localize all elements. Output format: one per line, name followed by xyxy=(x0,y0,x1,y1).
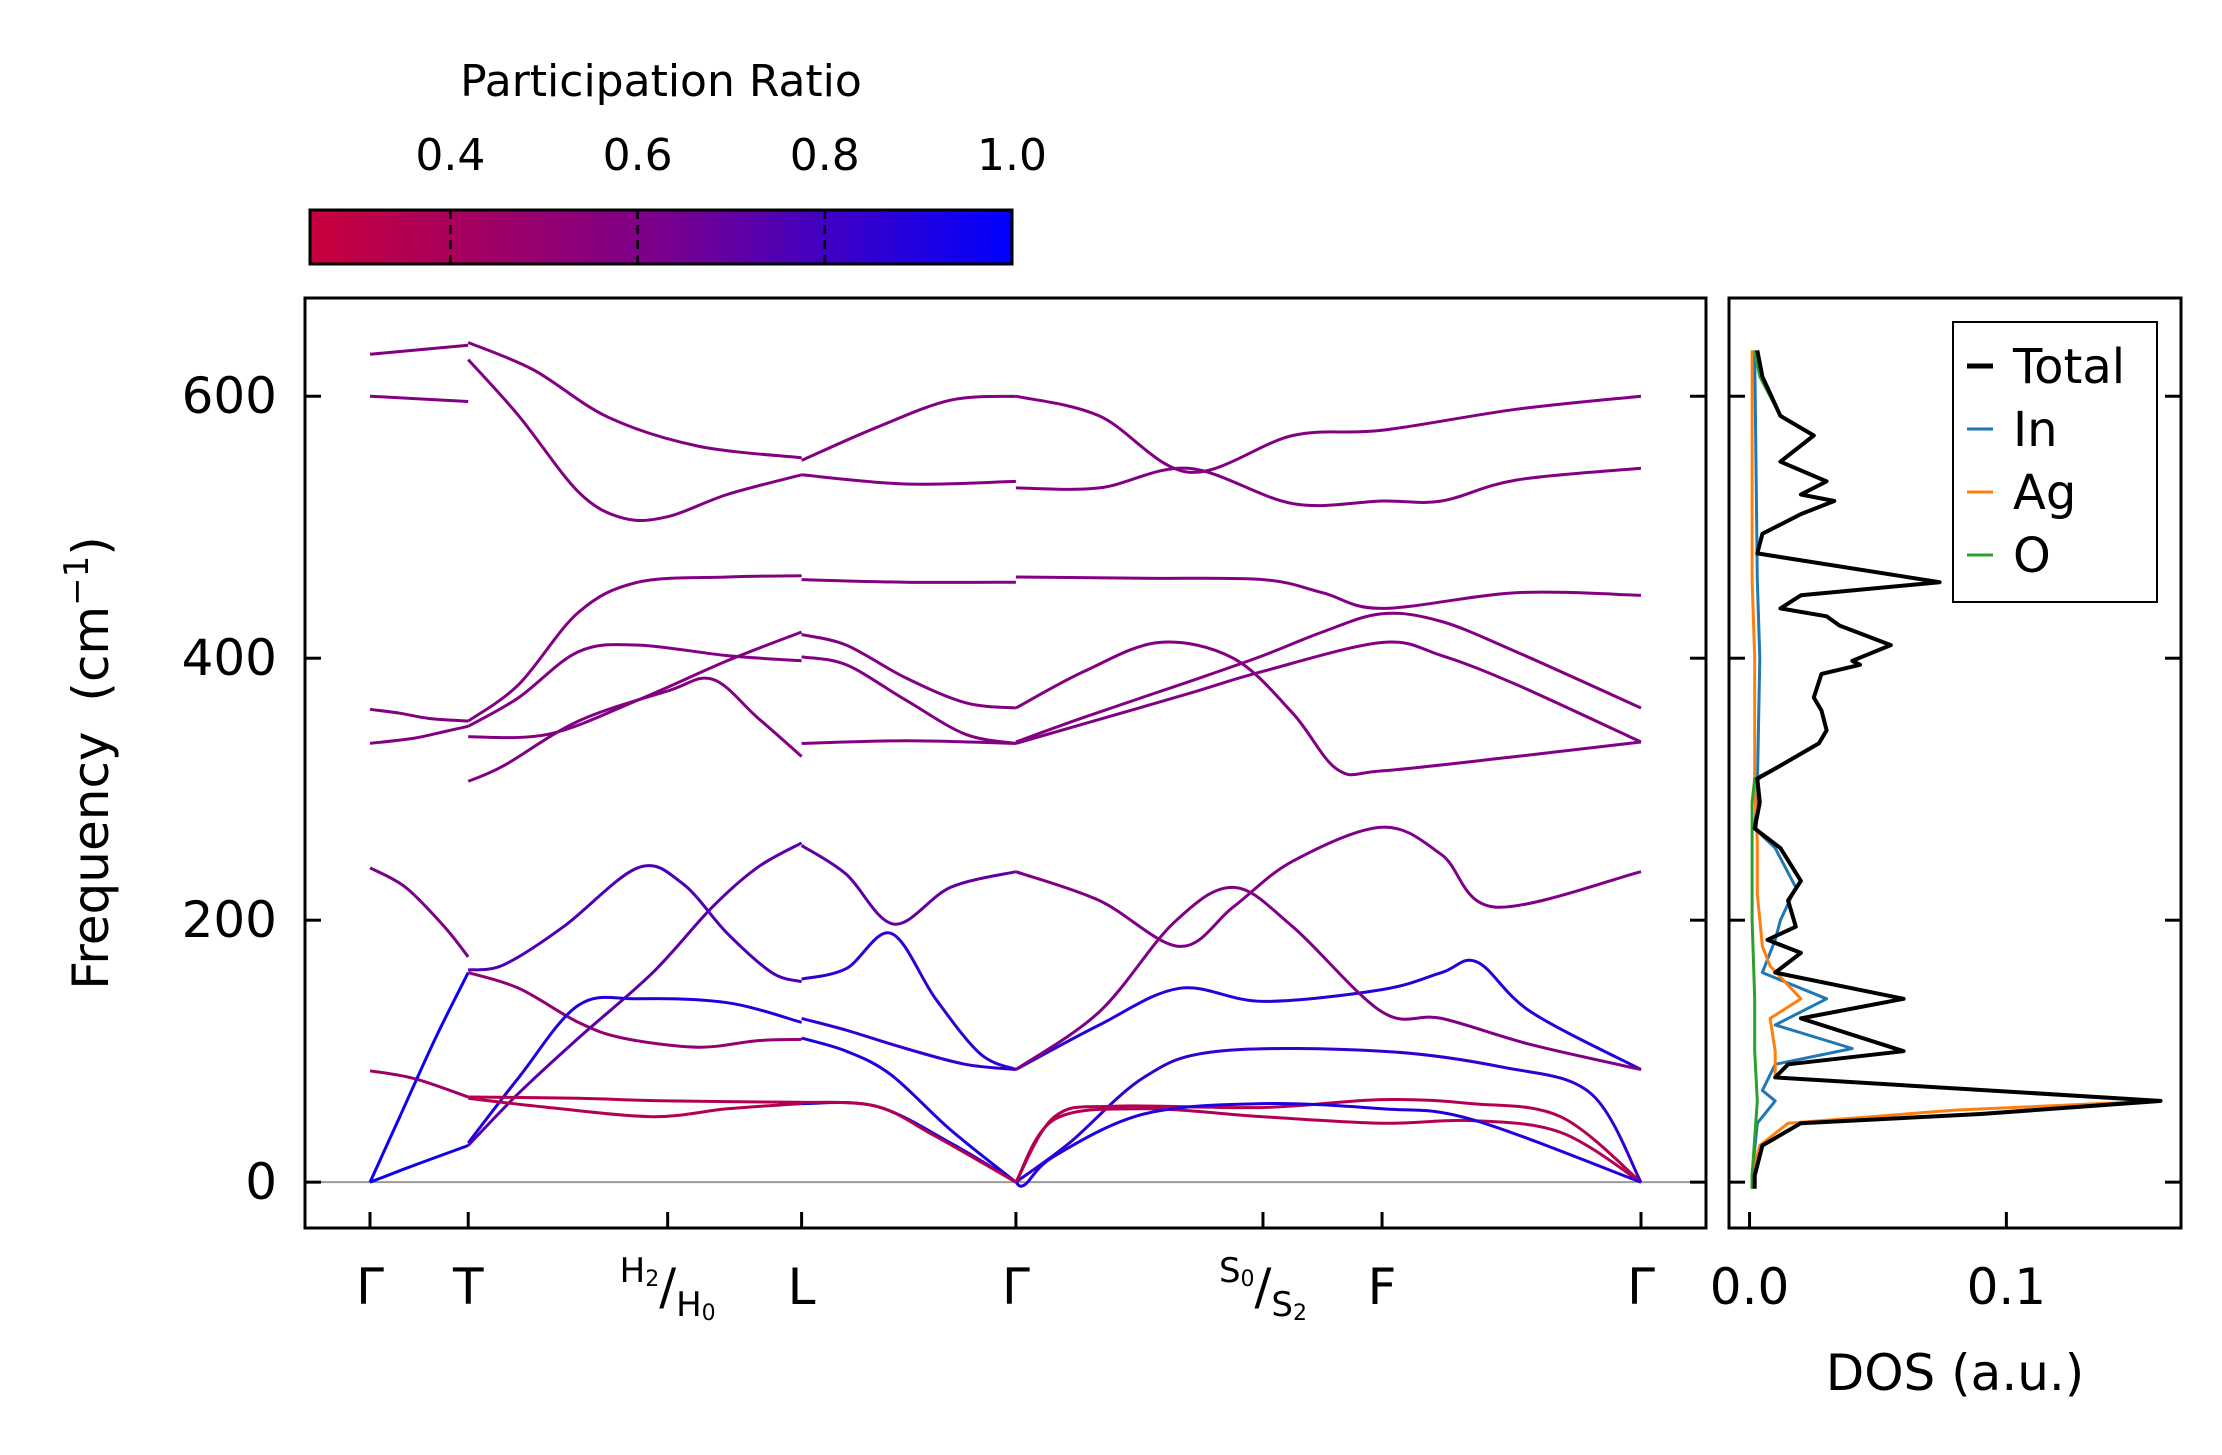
band-line xyxy=(369,1144,469,1184)
colorbar-tick-label: 1.0 xyxy=(977,130,1047,181)
band-line xyxy=(1015,466,1642,508)
dos-lines xyxy=(1750,350,2163,1189)
dos-panel: 0.0 0.1 DOS (a.u.) Total In Ag O xyxy=(1710,296,2183,1402)
dos-frame xyxy=(1727,296,2183,1230)
band-line xyxy=(369,394,469,403)
kpoint-sup: S xyxy=(1219,1251,1241,1291)
band-line xyxy=(801,1100,1017,1184)
legend-label-o: O xyxy=(2013,528,2051,584)
band-line xyxy=(801,739,1016,745)
band-line xyxy=(369,343,469,356)
colorbar-ticks: 0.4 0.6 0.8 1.0 xyxy=(415,130,1047,264)
kpoint-sub-sub: 0 xyxy=(702,1301,716,1326)
dos-line-ag xyxy=(1750,350,2162,1189)
y-tick-label: 0 xyxy=(245,1153,277,1211)
kpoint-slash: / xyxy=(659,1258,676,1316)
y-axis-label: Frequency (cm−1) xyxy=(57,536,120,990)
dos-x-tick-label: 0.1 xyxy=(1967,1258,2047,1316)
kpoint-slash: / xyxy=(1255,1258,1272,1316)
kpoint-sub-sub: 2 xyxy=(1293,1301,1307,1326)
colorbar-tick-label: 0.6 xyxy=(603,130,673,181)
colorbar-gradient xyxy=(308,208,1014,266)
band-lines xyxy=(368,341,1643,1188)
y-axis-label-close: ) xyxy=(62,536,120,556)
band-line xyxy=(1015,611,1642,744)
band-line xyxy=(369,866,470,958)
band-line xyxy=(369,1069,469,1099)
band-x-ticks: Γ T H2/H0 L Γ S0/S2 F Γ xyxy=(356,1212,1655,1326)
band-line xyxy=(1015,1101,1642,1188)
band-line xyxy=(368,971,470,1183)
y-tick-label: 600 xyxy=(182,367,277,425)
kpoint-label-composite: S0/S2 xyxy=(1219,1251,1307,1326)
band-line xyxy=(801,931,1017,1071)
kpoint-sup: H xyxy=(620,1251,646,1291)
band-line xyxy=(468,1096,802,1119)
band-line xyxy=(801,1036,1017,1184)
band-line xyxy=(467,971,802,1049)
kpoint-label: F xyxy=(1368,1258,1397,1316)
band-line xyxy=(1015,958,1642,1071)
band-line xyxy=(467,358,802,523)
band-line xyxy=(1015,394,1642,474)
kpoint-sup-sub: 0 xyxy=(1241,1267,1255,1292)
band-line xyxy=(801,1101,1017,1184)
dos-x-tick-label: 0.0 xyxy=(1710,1258,1790,1316)
kpoint-label: Γ xyxy=(1002,1258,1030,1316)
colorbar-tick-label: 0.4 xyxy=(415,130,485,181)
band-line xyxy=(1015,640,1642,777)
band-line xyxy=(467,676,803,783)
kpoint-label: T xyxy=(452,1258,484,1316)
kpoint-sub: H xyxy=(676,1285,702,1325)
kpoint-sub: S xyxy=(1271,1285,1293,1325)
y-axis-label-exp: −1 xyxy=(57,556,97,606)
band-line xyxy=(468,1095,802,1104)
kpoint-label: Γ xyxy=(1627,1258,1655,1316)
band-line xyxy=(1015,1047,1643,1184)
band-line xyxy=(1015,825,1642,948)
dos-line-total xyxy=(1752,350,2163,1189)
band-line xyxy=(800,844,1017,926)
band-line xyxy=(467,574,802,723)
band-line xyxy=(1015,575,1642,610)
band-line xyxy=(801,394,1016,462)
band-line xyxy=(369,724,469,745)
colorbar-label: Participation Ratio xyxy=(460,56,862,107)
band-frame xyxy=(303,296,1708,1230)
band-line xyxy=(467,341,802,460)
band-line xyxy=(1015,640,1642,745)
band-y-ticks: 0 200 400 600 xyxy=(182,367,1706,1211)
dos-legend: Total In Ag O xyxy=(1952,321,2158,603)
legend-label-total: Total xyxy=(2012,339,2125,395)
band-line xyxy=(801,578,1016,584)
kpoint-sup-sub: 2 xyxy=(645,1267,659,1292)
band-line xyxy=(467,864,803,984)
colorbar-tick-label: 0.8 xyxy=(790,130,860,181)
kpoint-label-composite: H2/H0 xyxy=(620,1251,716,1326)
x-axis-label-dos: DOS (a.u.) xyxy=(1826,1344,2085,1402)
band-line xyxy=(1015,885,1642,1071)
band-line xyxy=(801,633,1017,710)
band-line xyxy=(1014,1097,1642,1184)
band-line xyxy=(801,655,1017,745)
legend-label-ag: Ag xyxy=(2013,465,2076,521)
kpoint-label: Γ xyxy=(356,1258,384,1316)
colorbar: Participation Ratio 0.4 0.6 0.8 1.0 xyxy=(308,56,1047,266)
band-line xyxy=(467,995,802,1144)
band-line xyxy=(801,1016,1017,1071)
band-line xyxy=(1014,1107,1642,1184)
kpoint-label: L xyxy=(788,1258,816,1316)
legend-label-in: In xyxy=(2013,402,2058,458)
y-axis-label-text: Frequency xyxy=(62,731,120,989)
band-line xyxy=(467,841,803,1147)
y-tick-label: 200 xyxy=(182,891,277,949)
y-axis-label-unit: (cm xyxy=(62,606,120,702)
band-line xyxy=(801,473,1016,486)
dos-ticks: 0.0 0.1 xyxy=(1710,394,2181,1316)
y-tick-label: 400 xyxy=(182,629,277,687)
band-line xyxy=(369,707,469,723)
